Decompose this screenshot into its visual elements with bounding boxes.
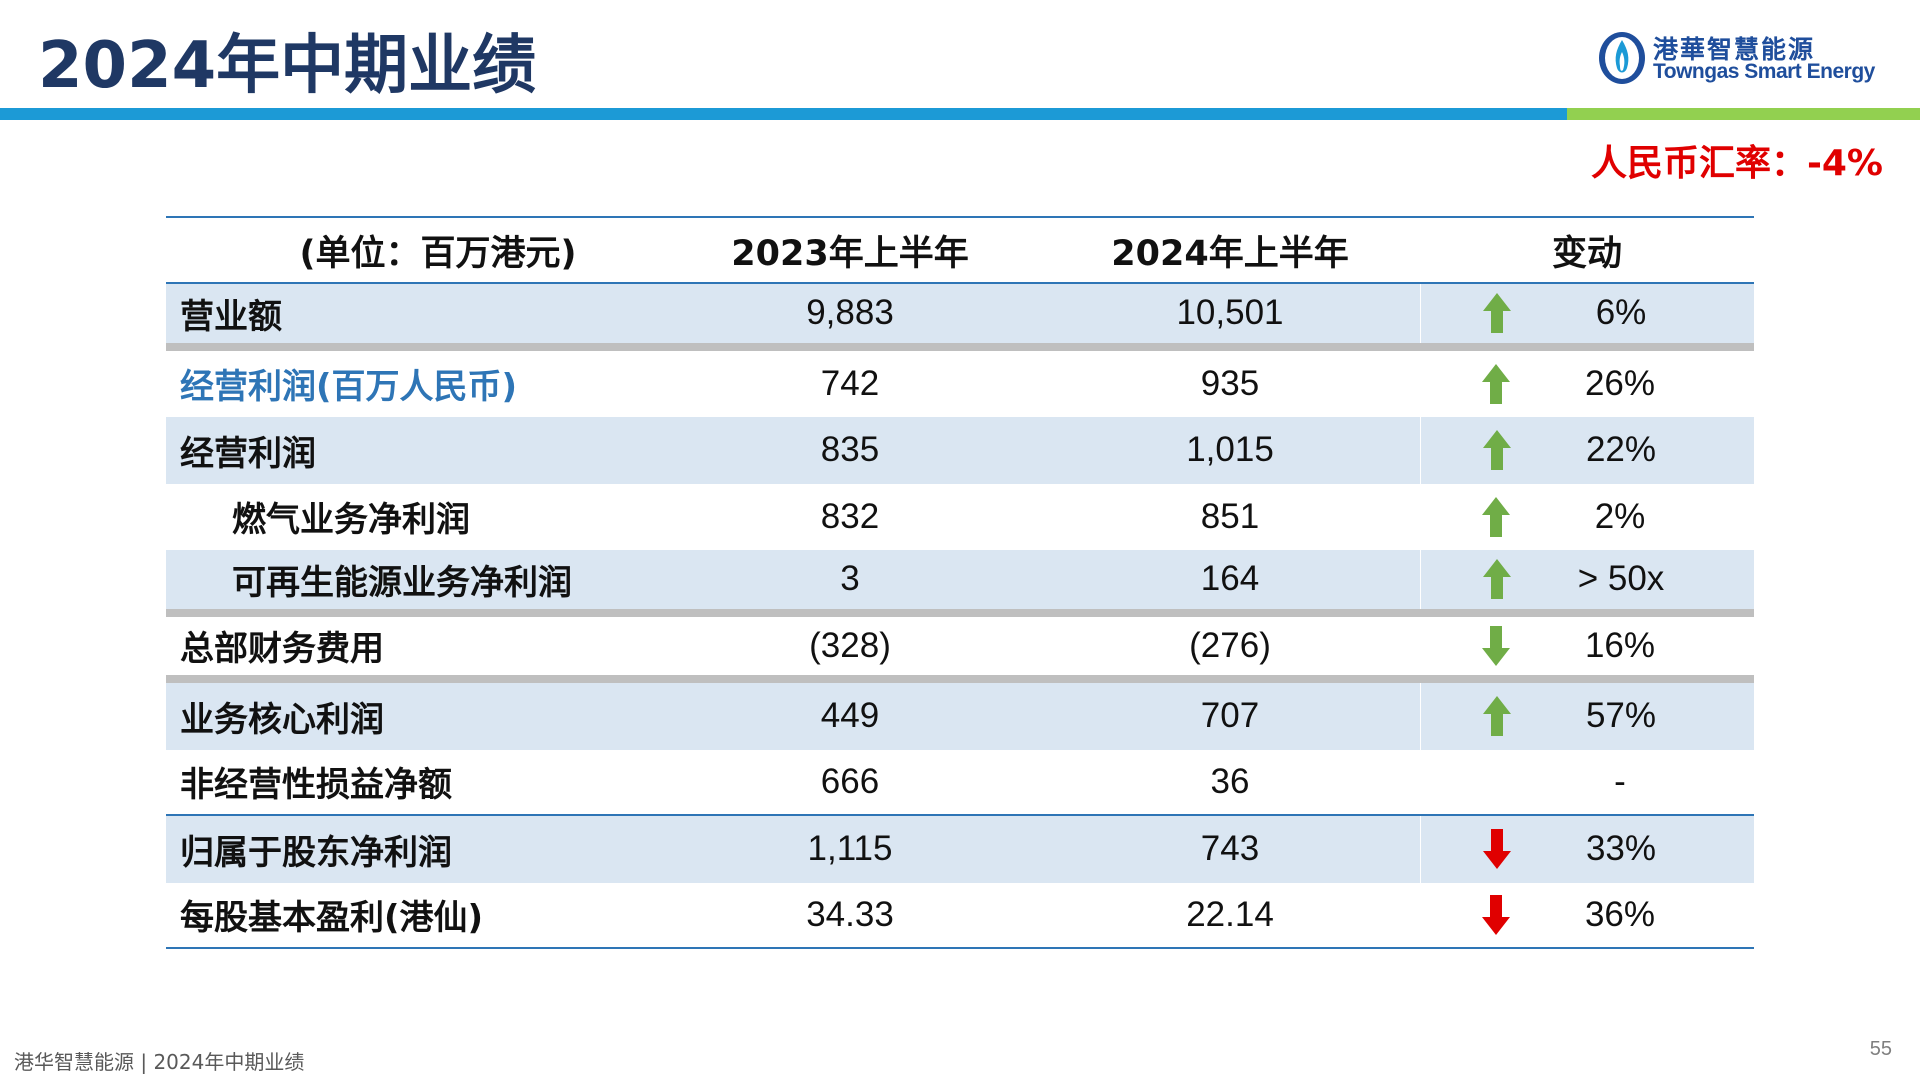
row-label: 总部财务费用 — [180, 629, 384, 670]
change-cell: 57% — [1420, 683, 1754, 750]
change-value: - — [1614, 761, 1626, 801]
table-row: 归属于股东净利润 1,115 743 33% — [166, 816, 1754, 883]
header-divider-green — [1567, 108, 1920, 120]
change-cell: 22% — [1420, 417, 1754, 484]
header-2024h1: 2024年上半年 — [1111, 233, 1349, 274]
value-2023: 742 — [820, 363, 880, 403]
value-2023: 9,883 — [806, 293, 894, 333]
footer-text: 港华智慧能源 | 2024年中期业绩 — [14, 1050, 305, 1074]
value-2023: (328) — [809, 625, 891, 665]
change-value: 6% — [1595, 293, 1647, 333]
header-2023h1: 2023年上半年 — [731, 233, 969, 274]
page-title: 2024年中期业绩 — [38, 29, 537, 103]
value-2023: 832 — [820, 496, 880, 536]
flame-logo-icon — [1599, 32, 1645, 84]
change-cell: 16% — [1420, 617, 1754, 676]
change-cell: 36% — [1420, 883, 1754, 948]
arrow-up-icon — [1483, 559, 1511, 600]
value-2024: 1,015 — [1186, 430, 1274, 470]
value-2023: 666 — [820, 761, 880, 801]
change-cell: > 50x — [1420, 550, 1754, 609]
logo-chinese-name: 港華智慧能源 — [1653, 35, 1816, 64]
value-2023: 34.33 — [806, 894, 894, 934]
table-header: (单位：百万港元) 2023年上半年 2024年上半年 变动 — [166, 216, 1754, 284]
row-label: 归属于股东净利润 — [180, 832, 452, 873]
exchange-rate-note: 人民币汇率：-4% — [1590, 143, 1883, 184]
page-number: 55 — [1869, 1038, 1892, 1060]
change-cell: 26% — [1420, 351, 1754, 418]
change-value: 33% — [1585, 829, 1657, 869]
value-2024: 22.14 — [1186, 894, 1274, 934]
row-label: 燃气业务净利润 — [232, 500, 470, 541]
row-label: 业务核心利润 — [180, 699, 384, 740]
arrow-up-icon — [1483, 293, 1511, 334]
header-change: 变动 — [1551, 233, 1622, 274]
change-cell: - — [1420, 750, 1754, 815]
value-2024: 10,501 — [1176, 293, 1284, 333]
change-value: 2% — [1594, 496, 1646, 536]
row-label: 可再生能源业务净利润 — [232, 562, 572, 603]
arrow-up-icon — [1482, 496, 1510, 537]
row-label: 每股基本盈利(港仙) — [180, 898, 484, 939]
header-unit: (单位：百万港元) — [299, 233, 577, 274]
table-row: 可再生能源业务净利润 3 164 > 50x — [166, 550, 1754, 617]
value-2024: 851 — [1200, 496, 1260, 536]
value-2024: (276) — [1189, 625, 1271, 665]
company-logo: 港華智慧能源 Towngas Smart Energy — [1597, 28, 1897, 90]
change-value: 26% — [1584, 363, 1656, 403]
value-2024: 36 — [1210, 761, 1250, 801]
arrow-down-icon — [1482, 625, 1510, 666]
change-cell: 2% — [1420, 484, 1754, 551]
table-row: 总部财务费用 (328) (276) 16% — [166, 617, 1754, 683]
value-2024: 164 — [1200, 559, 1260, 599]
row-label: 经营利润 — [180, 433, 316, 474]
change-value: 57% — [1585, 696, 1657, 736]
value-2024: 935 — [1200, 363, 1260, 403]
table-row: 经营利润(百万人民币) 742 935 26% — [166, 351, 1754, 418]
value-2023: 1,115 — [807, 829, 893, 869]
table-row: 营业额 9,883 10,501 6% — [166, 284, 1754, 351]
arrow-down-icon — [1483, 829, 1511, 870]
table-row: 业务核心利润 449 707 57% — [166, 683, 1754, 750]
value-2023: 449 — [820, 696, 880, 736]
change-value: > 50x — [1577, 559, 1665, 599]
value-2024: 743 — [1200, 829, 1260, 869]
change-value: 36% — [1584, 894, 1656, 934]
arrow-down-icon — [1482, 894, 1510, 935]
value-2023: 835 — [820, 430, 880, 470]
arrow-up-icon — [1482, 363, 1510, 404]
change-value: 16% — [1584, 625, 1656, 665]
change-value: 22% — [1585, 430, 1657, 470]
value-2024: 707 — [1200, 696, 1260, 736]
row-label: 非经营性损益净额 — [180, 765, 452, 806]
change-cell: 6% — [1420, 284, 1754, 343]
row-label: 经营利润(百万人民币) — [180, 367, 518, 408]
change-cell: 33% — [1420, 816, 1754, 883]
table-row: 每股基本盈利(港仙) 34.33 22.14 36% — [166, 883, 1754, 949]
arrow-up-icon — [1483, 430, 1511, 471]
row-label: 营业额 — [180, 296, 282, 337]
table-row: 非经营性损益净额 666 36 - — [166, 750, 1754, 816]
value-2023: 3 — [840, 559, 860, 599]
table-row: 燃气业务净利润 832 851 2% — [166, 484, 1754, 551]
results-table: (单位：百万港元) 2023年上半年 2024年上半年 变动 营业额 9,883… — [166, 216, 1754, 949]
arrow-up-icon — [1483, 696, 1511, 737]
logo-english-name: Towngas Smart Energy — [1653, 60, 1875, 83]
table-row: 经营利润 835 1,015 22% — [166, 417, 1754, 484]
header-divider-blue — [0, 108, 1567, 120]
